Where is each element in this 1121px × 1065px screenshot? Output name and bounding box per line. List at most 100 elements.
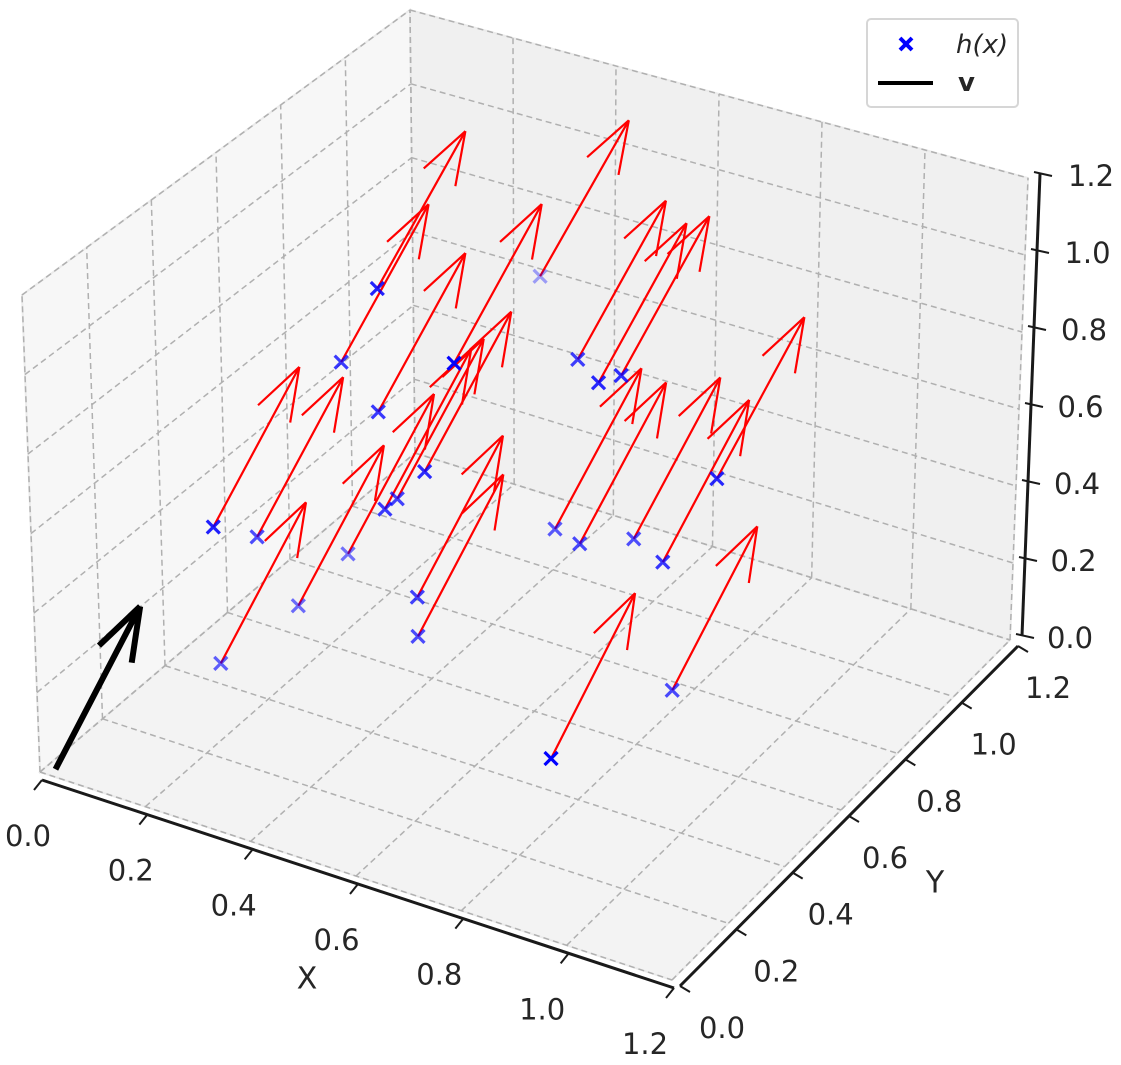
z-tick-mark — [1033, 171, 1053, 177]
x-marker-stroke — [547, 521, 563, 537]
data-point-marker — [446, 355, 462, 371]
data-point-marker — [626, 531, 642, 547]
quiver-arrow — [219, 501, 307, 664]
data-point-marker — [340, 546, 356, 562]
data-point-marker — [333, 354, 349, 370]
quiver-arrow-head — [761, 316, 806, 357]
x-marker-stroke — [543, 750, 559, 767]
quiver-arrow-head — [623, 199, 667, 240]
quiver-arrow-head — [493, 474, 505, 531]
quiver-arrow-head — [675, 223, 688, 280]
x-marker-stroke — [249, 529, 265, 545]
x-tick-label: 1.0 — [519, 992, 565, 1026]
x-tick-mark — [665, 987, 675, 999]
back-gridline-z — [414, 452, 1011, 641]
y-tick-mark — [961, 701, 973, 710]
x-tick-mark — [349, 883, 359, 895]
quiver-arrow-head — [625, 592, 637, 651]
quiver-arrow-head — [473, 338, 485, 395]
x-tick-label: 0.0 — [5, 819, 51, 853]
x-marker-stroke — [409, 589, 425, 605]
quiver-arrow — [554, 367, 643, 530]
quiver-arrow-head — [666, 215, 711, 255]
floor-gridline-x — [144, 483, 515, 808]
data-point-marker — [543, 750, 559, 767]
back-gridline-z — [411, 156, 1023, 333]
quiver-arrow-head — [492, 435, 505, 492]
back-gridline-z — [410, 83, 1026, 256]
quiver-arrow-head — [655, 382, 668, 439]
quiver-arrow — [453, 203, 543, 364]
data-point-marker — [547, 521, 563, 537]
quiver-arrow — [256, 376, 345, 538]
data-point-marker — [709, 470, 725, 487]
quiver-arrow — [347, 393, 435, 555]
data-point-marker — [249, 529, 265, 545]
y-tick-label: 1.2 — [1025, 671, 1071, 705]
y-tick-mark — [679, 985, 691, 993]
quiver-arrow-head — [301, 376, 344, 417]
quiver-arrow — [578, 381, 668, 545]
left-gridline-z — [30, 230, 413, 535]
quiver-arrow-head — [373, 445, 385, 502]
quiver-arrow-head — [586, 119, 630, 158]
z-tick-mark — [1030, 248, 1050, 254]
left-gridline-y — [279, 104, 291, 560]
x-marker-stroke — [377, 501, 393, 517]
x-marker-stroke — [205, 519, 221, 535]
v-arrow-head — [96, 604, 143, 648]
quiver-arrow-head — [677, 376, 722, 417]
data-point-marker — [205, 519, 221, 535]
x-tick-label: 0.6 — [313, 923, 359, 957]
left-gridline-z — [24, 83, 412, 376]
data-point-marker — [410, 628, 426, 645]
data-point-marker — [213, 655, 229, 672]
x-tick-mark — [138, 814, 149, 826]
x-marker-stroke — [572, 536, 588, 552]
x-tick-label: 0.2 — [108, 854, 154, 888]
z-tick-label: 0.2 — [1050, 544, 1096, 578]
v-arrow — [52, 604, 143, 771]
x-marker-stroke — [532, 268, 548, 284]
data-point-marker — [370, 404, 386, 420]
data-point-marker — [613, 367, 629, 384]
x-marker-stroke — [369, 280, 385, 297]
y-axis-label: Y — [925, 866, 945, 901]
quiver-arrow-head — [460, 434, 504, 476]
x-marker-stroke — [570, 351, 586, 368]
data-point-marker — [655, 554, 671, 570]
line-swatch-icon — [878, 81, 933, 85]
data-point-marker — [377, 501, 393, 517]
quiver-arrow-head — [341, 444, 385, 485]
quiver-arrow-head — [643, 222, 688, 262]
z-tick-label: 0.6 — [1057, 390, 1103, 424]
data-point-marker — [570, 351, 586, 368]
z-tick-label: 1.0 — [1064, 236, 1110, 270]
x-marker-stroke — [626, 531, 642, 547]
legend-item-v: v — [868, 66, 1017, 102]
x-marker-stroke — [590, 375, 607, 391]
quiver-arrow — [539, 119, 630, 277]
quiver-arrow-head — [454, 130, 467, 187]
back-gridline-z — [412, 230, 1020, 410]
legend-item-hx: h(x) — [868, 28, 1017, 64]
y-tick-mark — [1017, 645, 1029, 653]
quiver-arrow-head — [264, 501, 307, 542]
quiver-arrow-head — [617, 120, 630, 176]
floor-gridline-y — [289, 558, 898, 755]
left-gridline-z — [27, 157, 413, 455]
quiver-arrow — [212, 366, 301, 528]
data-point-marker — [590, 375, 607, 391]
y-tick-mark — [735, 928, 747, 937]
x-marker-stroke — [664, 682, 680, 698]
x-tick-mark — [454, 918, 465, 930]
v-arrow-head — [128, 605, 144, 664]
data-point-marker — [290, 598, 306, 614]
floor-gridline-y — [39, 771, 673, 981]
y-tick-label: 0.0 — [699, 1011, 745, 1045]
x-tick-label: 1.2 — [622, 1027, 668, 1061]
quiver-arrow-head — [296, 502, 308, 559]
x-marker-icon — [898, 36, 914, 52]
y-tick-label: 0.4 — [808, 898, 854, 932]
